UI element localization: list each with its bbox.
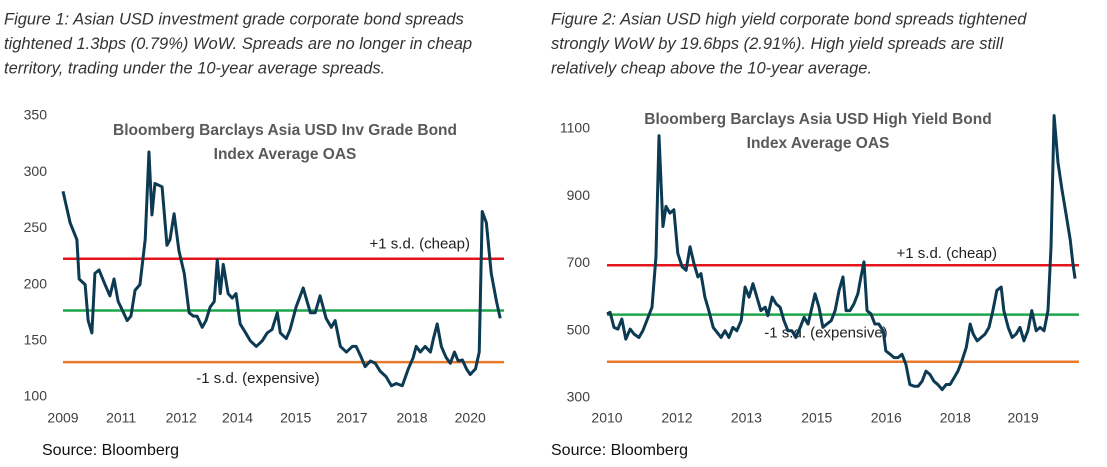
y-tick-label: 150: [24, 332, 48, 348]
x-tick-label: 2012: [661, 410, 692, 426]
x-tick-label: 2010: [591, 410, 622, 426]
x-tick-label: 2012: [166, 410, 197, 426]
chart-title: Bloomberg Barclays Asia USD Inv Grade Bo…: [113, 122, 457, 139]
chart-title: Bloomberg Barclays Asia USD High Yield B…: [644, 111, 991, 128]
x-tick-label: 2015: [801, 410, 832, 426]
x-tick-label: 2013: [731, 410, 762, 426]
reference-label: +1 s.d. (cheap): [370, 236, 470, 253]
y-tick-label: 700: [567, 254, 591, 270]
figure-caption: strongly WoW by 19.6bps (2.91%). High yi…: [551, 35, 1004, 53]
x-tick-label: 2017: [336, 410, 367, 426]
x-tick-label: 2019: [1007, 410, 1038, 426]
figure-caption: Figure 1: Asian USD investment grade cor…: [4, 10, 464, 28]
x-tick-label: 2009: [47, 410, 78, 426]
figure-caption: territory, trading under the 10-year ave…: [4, 59, 385, 77]
reference-label: +1 s.d. (cheap): [897, 245, 997, 262]
y-tick-label: 350: [24, 107, 48, 123]
y-tick-label: 900: [567, 187, 591, 203]
y-tick-label: 1100: [560, 120, 590, 136]
x-tick-label: 2018: [396, 410, 427, 426]
x-tick-label: 2018: [940, 410, 971, 426]
y-tick-label: 200: [24, 275, 48, 291]
y-tick-label: 300: [567, 389, 591, 405]
figure-caption: tightened 1.3bps (0.79%) WoW. Spreads ar…: [4, 35, 472, 53]
figure-caption: relatively cheap above the 10-year avera…: [551, 59, 872, 77]
x-tick-label: 2014: [222, 410, 253, 426]
x-tick-label: 2011: [106, 410, 136, 426]
chart-title: Index Average OAS: [214, 146, 357, 163]
y-tick-label: 300: [24, 163, 48, 179]
data-line: [61, 150, 502, 388]
data-line: [606, 114, 1077, 392]
figure-caption: Figure 2: Asian USD high yield corporate…: [551, 10, 1027, 28]
reference-label: -1 s.d. (expensive): [196, 370, 319, 387]
reference-label: -1 s.d. (expensive): [764, 325, 887, 342]
x-tick-label: 2016: [871, 410, 902, 426]
x-tick-label: 2015: [280, 410, 311, 426]
source-note: Source: Bloomberg: [42, 442, 179, 459]
x-tick-label: 2020: [455, 410, 486, 426]
source-note: Source: Bloomberg: [551, 442, 688, 459]
chart-title: Index Average OAS: [747, 135, 890, 152]
y-tick-label: 100: [24, 388, 48, 404]
y-tick-label: 500: [567, 321, 591, 337]
y-tick-label: 250: [24, 219, 48, 235]
